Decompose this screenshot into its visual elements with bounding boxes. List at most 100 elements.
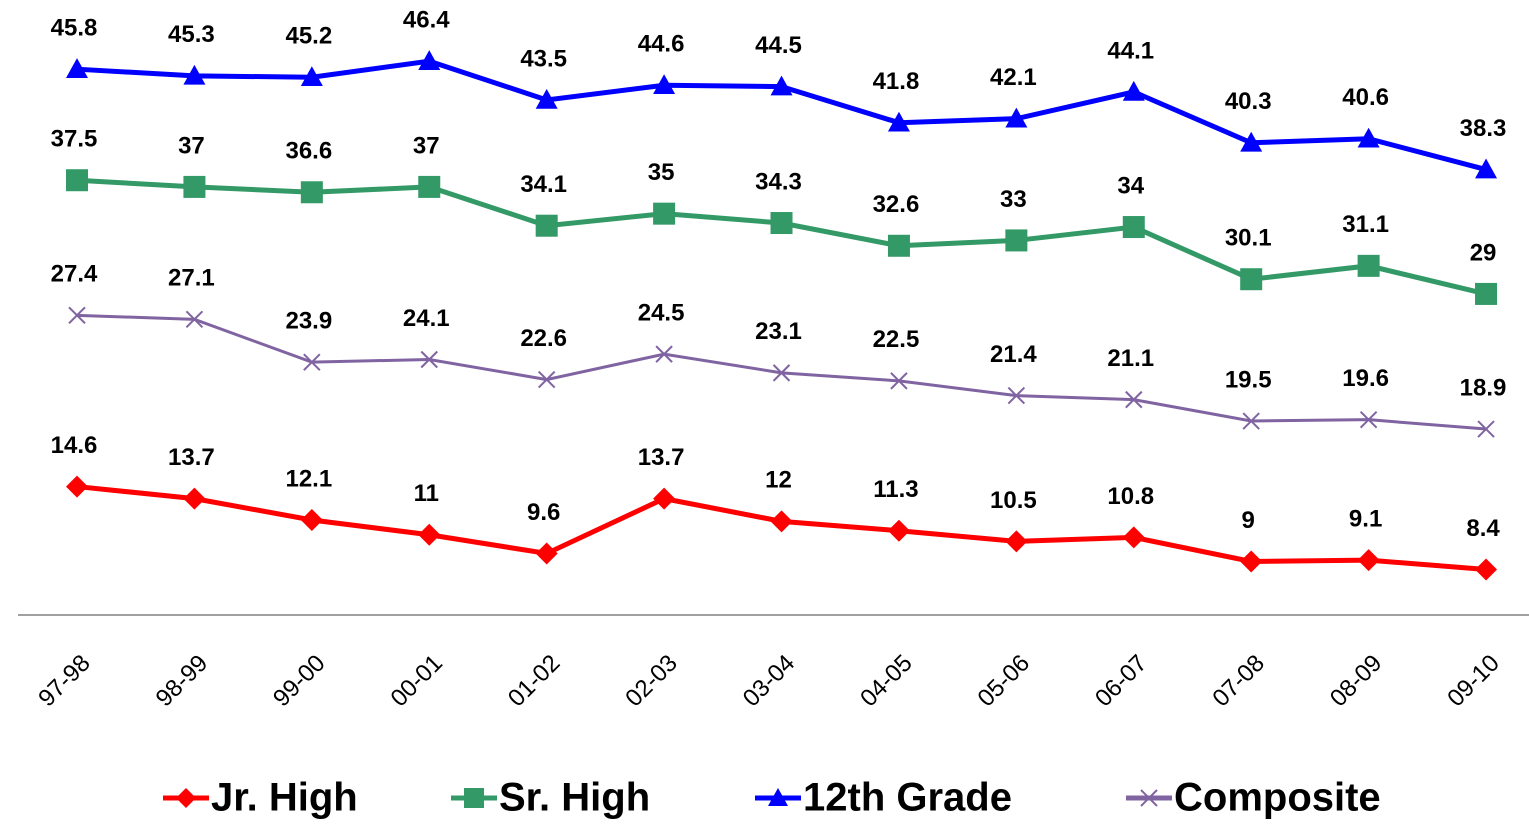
x-tick-label: 09-10 [1442, 650, 1505, 713]
marker [68, 306, 86, 325]
x-tick-label: 05-06 [973, 650, 1036, 713]
marker-stroke [655, 345, 673, 363]
marker [1477, 420, 1495, 438]
marker [887, 234, 910, 257]
marker [1357, 549, 1380, 572]
data-label: 45.3 [168, 21, 215, 48]
legend-marker [176, 788, 196, 808]
data-label: 44.5 [755, 32, 802, 59]
data-label: 12.1 [285, 465, 332, 492]
marker-stroke [1242, 412, 1260, 430]
x-tick-label: 99-00 [268, 650, 331, 713]
marker [655, 345, 673, 363]
marker [66, 58, 88, 78]
legend-label: 12th Grade [803, 776, 1012, 820]
data-label: 21.4 [990, 341, 1037, 368]
data-label: 44.1 [1107, 37, 1154, 64]
marker-stroke [1125, 390, 1143, 409]
marker [1475, 158, 1498, 179]
data-label: 21.1 [1107, 345, 1154, 372]
x-tick-label: 00-01 [385, 650, 448, 713]
data-label: 11.3 [873, 476, 918, 503]
data-label: 13.7 [638, 444, 685, 471]
series-line [76, 177, 1487, 297]
marker [653, 74, 676, 95]
marker [300, 181, 323, 204]
marker-stroke [68, 306, 86, 325]
data-label: 31.1 [1342, 211, 1389, 238]
data-label: 9 [1242, 507, 1255, 534]
data-label: 43.5 [520, 45, 567, 72]
marker [1122, 216, 1145, 239]
data-label: 40.3 [1225, 88, 1272, 115]
legend-marker [464, 788, 484, 808]
marker [1359, 410, 1378, 429]
marker [535, 88, 558, 109]
data-label: 18.9 [1460, 374, 1507, 401]
x-tick-label: 01-02 [503, 650, 566, 713]
data-label: 30.1 [1225, 225, 1272, 252]
marker [1240, 268, 1263, 291]
data-label: 34.3 [755, 168, 802, 195]
data-label: 13.7 [168, 444, 215, 471]
x-tick-label: 02-03 [620, 650, 683, 713]
marker [1240, 550, 1263, 573]
legend-marker [1140, 789, 1158, 807]
marker-stroke [1140, 789, 1158, 807]
data-label: 22.5 [873, 326, 920, 353]
marker [1007, 386, 1026, 405]
data-label: 34.1 [520, 171, 567, 198]
marker [1122, 526, 1145, 549]
marker-stroke [1359, 410, 1378, 429]
x-tick-label: 08-09 [1325, 650, 1388, 713]
data-label: 37.5 [51, 126, 98, 153]
data-label: 35 [648, 159, 675, 186]
marker [653, 487, 676, 510]
x-tick-label: 98-99 [151, 650, 214, 713]
data-label: 10.8 [1107, 483, 1154, 510]
marker [770, 510, 793, 533]
data-label: 37 [413, 132, 440, 159]
marker [770, 75, 793, 96]
data-label: 36.6 [285, 138, 332, 165]
marker [183, 64, 206, 85]
marker [418, 50, 441, 70]
data-label: 11 [414, 480, 439, 507]
marker [1357, 254, 1380, 277]
data-label: 44.6 [638, 31, 685, 58]
marker [1357, 127, 1380, 148]
marker [770, 212, 793, 235]
data-label: 37 [178, 132, 205, 159]
marker [1125, 390, 1143, 409]
data-label: 41.8 [873, 68, 920, 95]
marker-stroke [772, 364, 791, 382]
marker [300, 509, 323, 532]
legend-label: Sr. High [499, 776, 650, 820]
data-label: 27.4 [51, 261, 98, 288]
x-tick-label: 97-98 [33, 650, 96, 713]
marker [418, 523, 441, 546]
data-label: 10.5 [990, 487, 1037, 514]
marker [1475, 558, 1498, 581]
data-label: 46.4 [403, 7, 450, 34]
marker [300, 66, 323, 87]
marker [183, 487, 206, 510]
marker [890, 372, 908, 390]
marker [420, 350, 438, 369]
data-label: 32.6 [873, 191, 920, 218]
data-label: 19.5 [1225, 366, 1272, 393]
marker [303, 353, 321, 371]
marker [1122, 80, 1145, 101]
data-label: 8.4 [1466, 515, 1500, 542]
legend-label: Composite [1174, 776, 1381, 820]
marker [418, 175, 441, 198]
marker-stroke [185, 310, 204, 329]
data-label: 23.9 [285, 308, 332, 335]
x-tick-label: 04-05 [855, 650, 918, 713]
legend-marker [768, 788, 788, 806]
data-label: 22.6 [520, 325, 567, 352]
data-label: 9.6 [527, 499, 560, 526]
marker [535, 214, 558, 237]
data-label: 40.6 [1342, 84, 1389, 111]
